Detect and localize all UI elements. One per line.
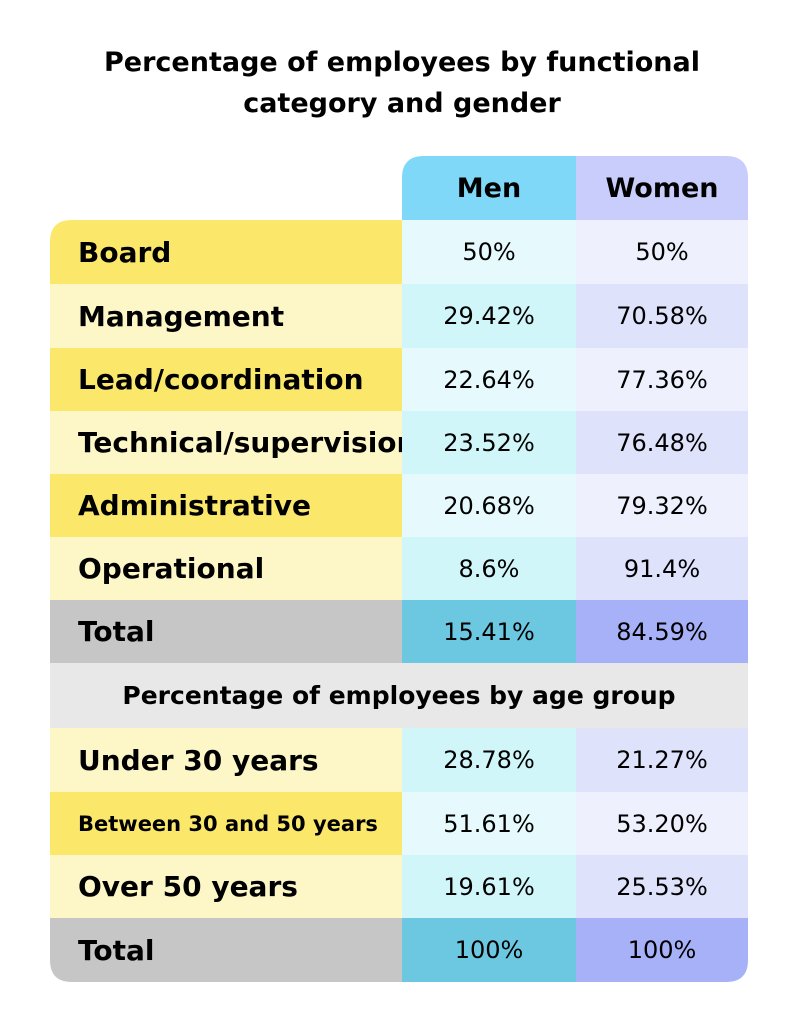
column-header-women: Women [605,172,719,204]
cell-men-administrative: 20.68% [402,474,576,537]
row-label-management: Management [50,284,402,348]
chart-title-line-1: Percentage of employees by functional [103,47,701,78]
chart-title: Percentage of employees by functional ca… [0,42,804,124]
age-section-title: Percentage of employees by age group [50,663,748,728]
row-label-technical-supervision: Technical/supervision [50,411,416,474]
cell-women-under-30-years: 21.27% [576,728,748,792]
cell-women-administrative: 79.32% [576,474,748,537]
cell-men-under-30-years: 28.78% [402,728,576,792]
cell-women-total-age: 100% [627,936,697,964]
column-header-men: Men [456,172,522,204]
cell-men-board: 50% [402,220,576,284]
cell-men-over-50-years: 19.61% [402,855,576,918]
row-label-administrative: Administrative [78,489,311,522]
cell-men-lead-coordination: 22.64% [402,348,576,411]
cell-women-between-30-and-50-years: 53.20% [576,792,748,855]
men-header-bg [402,156,576,220]
cell-women-board: 50% [576,220,748,284]
age-total-label-bg [50,918,402,982]
cell-men-technical-supervision: 23.52% [402,411,576,474]
cell-women-total-functional: 84.59% [576,600,748,663]
cell-men-total-functional: 15.41% [402,600,576,663]
row-label-operational: Operational [50,537,402,600]
cell-men-between-30-and-50-years: 51.61% [402,792,576,855]
women-header-bg [576,156,748,220]
row-label-over-50-years: Over 50 years [50,855,402,918]
cell-women-operational: 91.4% [576,537,748,600]
cell-men-operational: 8.6% [402,537,576,600]
cell-women-technical-supervision: 76.48% [576,411,748,474]
row-label-lead-coordination: Lead/coordination [78,363,364,396]
row-label-board: Board [78,235,172,269]
cell-men-management: 29.42% [402,284,576,348]
cell-women-over-50-years: 25.53% [576,855,748,918]
chart-title-line-2: category and gender [243,88,561,119]
cell-women-management: 70.58% [576,284,748,348]
row-label-total-age: Total [78,933,155,967]
row-label-under-30-years: Under 30 years [50,728,402,792]
row-label-total-functional: Total [50,600,402,663]
cell-women-lead-coordination: 77.36% [576,348,748,411]
row-label-between-30-and-50-years: Between 30 and 50 years [50,792,402,855]
age-total-women-bg [576,918,748,982]
cell-men-total-age: 100% [402,918,576,982]
